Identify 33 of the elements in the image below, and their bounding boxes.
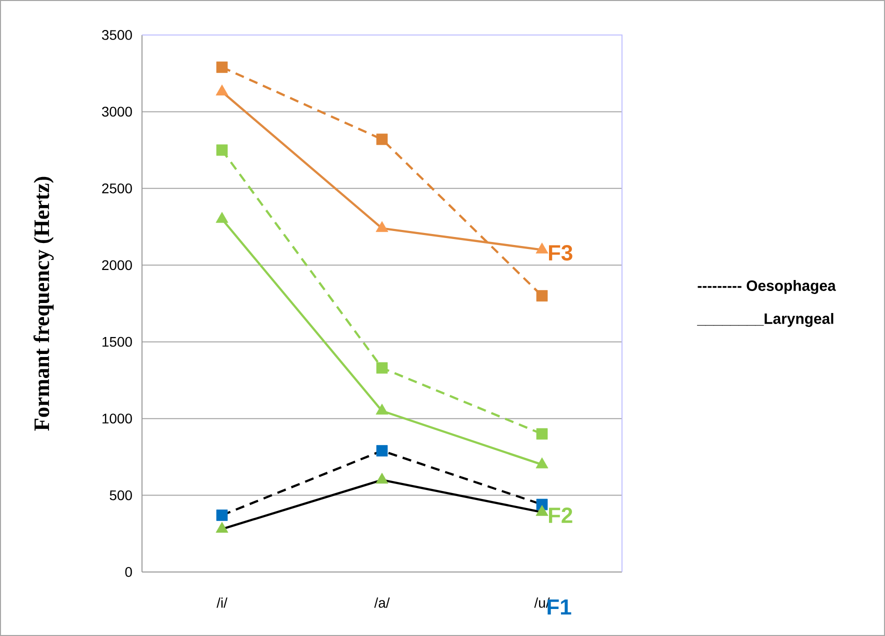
point (216, 212, 228, 223)
point (376, 362, 388, 374)
y-tick-label: 2500 (102, 183, 132, 194)
annotation: F3 (548, 245, 572, 261)
point (376, 221, 388, 232)
y-tick-label: 1500 (102, 336, 132, 347)
text: ________Laryngeal (697, 313, 834, 327)
y-tick-label: 1000 (102, 414, 132, 424)
y-tick-label: 3500 (102, 30, 132, 40)
point (536, 504, 548, 516)
y-axis-title: Formant frequency (Hertz) (34, 176, 54, 431)
y-tick-label: 3000 (102, 106, 132, 117)
y-tick-label: 2000 (102, 260, 132, 270)
point (216, 62, 228, 73)
point (536, 290, 548, 302)
y-tick-label: 0 (125, 567, 132, 577)
point (216, 522, 228, 533)
x-tick-label: /a/ (374, 598, 390, 608)
point (376, 404, 388, 415)
annotation: F2 (548, 508, 572, 523)
point (536, 428, 548, 440)
point (536, 242, 548, 254)
x-tick-label: /i/ (216, 598, 228, 608)
point (216, 510, 228, 521)
point (376, 472, 388, 484)
y-tick-label: 500 (110, 490, 132, 500)
text: --------- Oesophagea (698, 280, 836, 294)
point (216, 84, 228, 96)
point (216, 144, 228, 156)
text: F1 (548, 599, 572, 615)
point (376, 445, 388, 456)
point (376, 134, 388, 146)
point (536, 457, 548, 468)
